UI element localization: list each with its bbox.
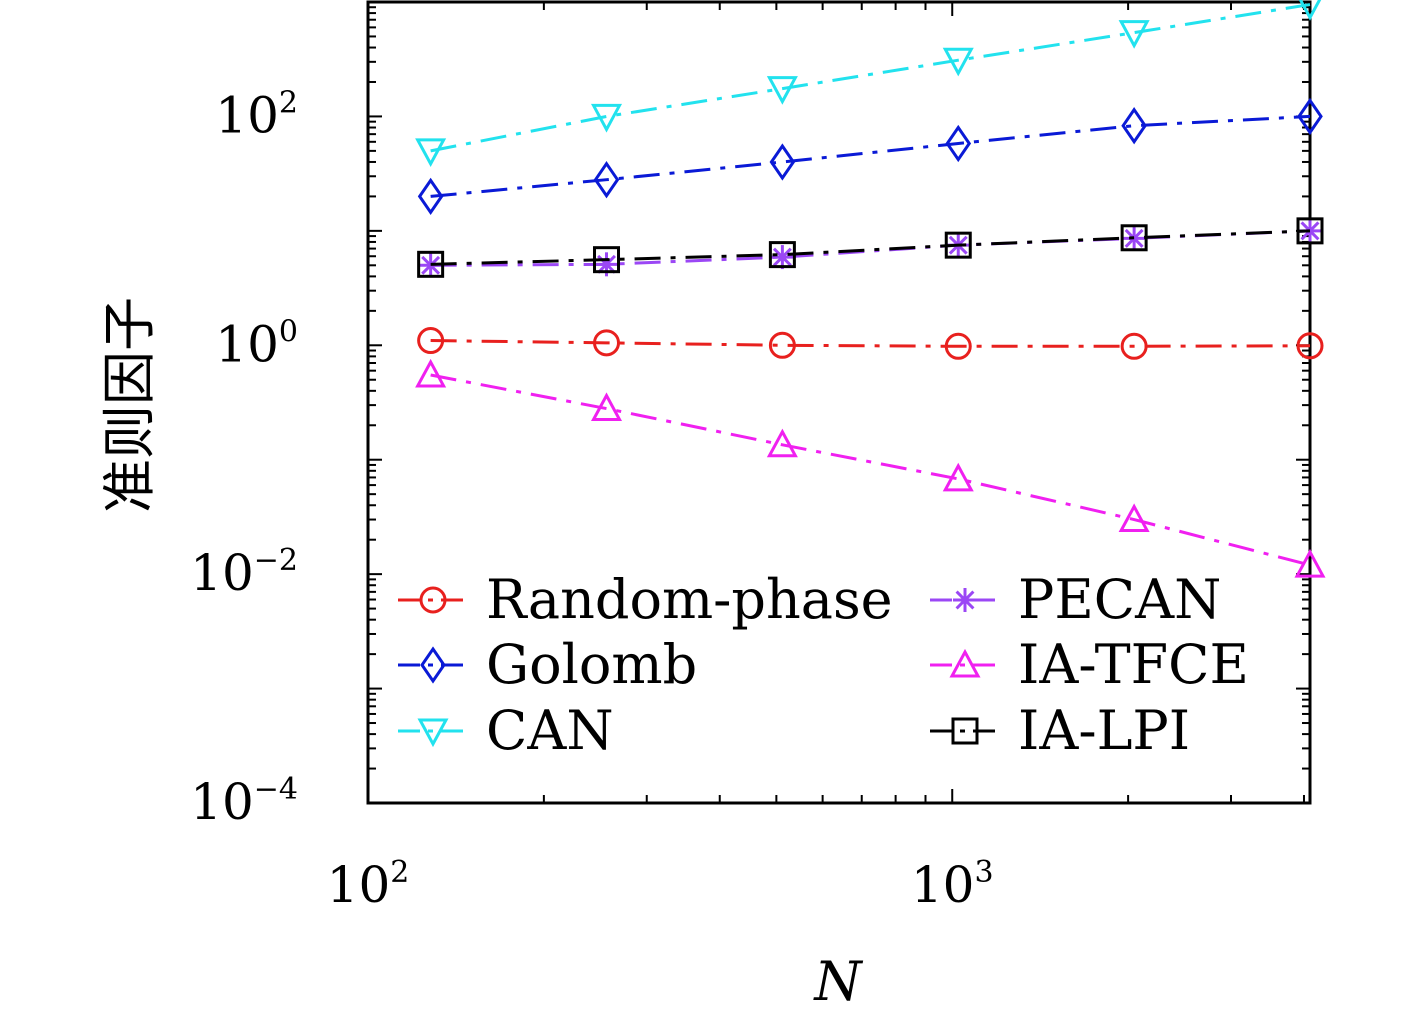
data-point-random-phase — [593, 329, 621, 357]
y-tick-label: 10−4 — [190, 772, 298, 831]
data-point-can — [766, 76, 798, 105]
legend-item-ia-lpi: IA-LPI — [930, 699, 1190, 762]
data-point-random-phase — [944, 332, 972, 360]
data-point-ia-lpi — [1296, 217, 1324, 245]
data-point-can — [1298, 0, 1322, 21]
y-tick-label: 100 — [215, 314, 298, 373]
series-line-can — [430, 3, 1311, 153]
legend-item-pecan: PECAN — [930, 568, 1221, 631]
legend-label: Golomb — [486, 633, 697, 696]
data-point-ia-lpi — [944, 231, 972, 259]
series-line-ia-lpi — [430, 229, 1311, 266]
data-point-can — [590, 103, 623, 133]
y-tick-label: 10−2 — [190, 543, 298, 602]
legend-marker — [953, 588, 977, 612]
series-ia-tfce — [415, 358, 1326, 578]
legend-label: PECAN — [1018, 568, 1221, 631]
y-tick-label: 102 — [215, 85, 298, 144]
axes: 102 100 10−2 10−4 102 103 — [190, 0, 1312, 914]
series-line-golomb — [430, 114, 1311, 198]
legend-label: CAN — [486, 699, 614, 762]
data-point-can — [942, 47, 974, 77]
data-point-golomb — [769, 143, 796, 181]
legend-label: IA-TFCE — [1018, 633, 1249, 696]
legend-marker — [949, 648, 981, 678]
data-point-ia-lpi — [768, 241, 796, 269]
series-can — [415, 0, 1322, 168]
data-point-ia-tfce — [590, 392, 623, 422]
series-line-pecan — [430, 229, 1311, 267]
data-point-ia-lpi — [593, 246, 621, 274]
legend-item-ia-tfce: IA-TFCE — [930, 633, 1249, 696]
data-point-pecan — [1122, 226, 1147, 251]
data-point-random-phase — [768, 331, 796, 359]
legend-marker — [417, 718, 449, 748]
plot-frame — [366, 0, 1312, 805]
legend-item-random-phase: Random-phase — [398, 568, 893, 631]
data-point-random-phase — [1120, 332, 1148, 360]
x-tick-label: 103 — [911, 855, 994, 914]
data-point-can — [415, 138, 447, 168]
legend-item-can: CAN — [398, 699, 614, 762]
series-layer — [415, 0, 1326, 578]
x-axis-title: N — [812, 950, 863, 1013]
series-line-random-phase — [430, 339, 1311, 348]
data-point-pecan — [770, 245, 795, 270]
data-point-random-phase — [417, 327, 445, 355]
series-golomb — [417, 97, 1323, 216]
data-point-golomb — [417, 177, 444, 216]
legend-label: IA-LPI — [1018, 699, 1190, 762]
data-point-golomb — [1297, 97, 1323, 136]
data-point-ia-tfce — [1294, 548, 1326, 578]
series-random-phase — [417, 327, 1324, 360]
x-tick-label: 102 — [327, 855, 410, 914]
series-line-ia-tfce — [430, 373, 1311, 567]
data-point-ia-tfce — [942, 462, 974, 492]
data-point-random-phase — [1296, 332, 1324, 360]
series-pecan — [418, 218, 1322, 278]
legend-marker — [951, 717, 979, 745]
legend-item-golomb: Golomb — [398, 633, 697, 696]
data-point-golomb — [1121, 107, 1147, 145]
y-axis-title: 准则因子 — [98, 297, 161, 513]
legend-marker — [419, 586, 447, 614]
data-point-golomb — [945, 124, 972, 163]
data-point-ia-tfce — [766, 428, 798, 458]
data-point-golomb — [593, 161, 620, 199]
data-point-ia-lpi — [417, 250, 445, 278]
data-point-ia-lpi — [1120, 224, 1148, 252]
data-point-can — [1118, 20, 1150, 49]
data-point-ia-tfce — [1118, 503, 1150, 533]
series-ia-lpi — [417, 217, 1324, 278]
legend-marker — [420, 646, 446, 684]
data-point-ia-tfce — [415, 358, 447, 388]
legend-label: Random-phase — [486, 568, 893, 631]
